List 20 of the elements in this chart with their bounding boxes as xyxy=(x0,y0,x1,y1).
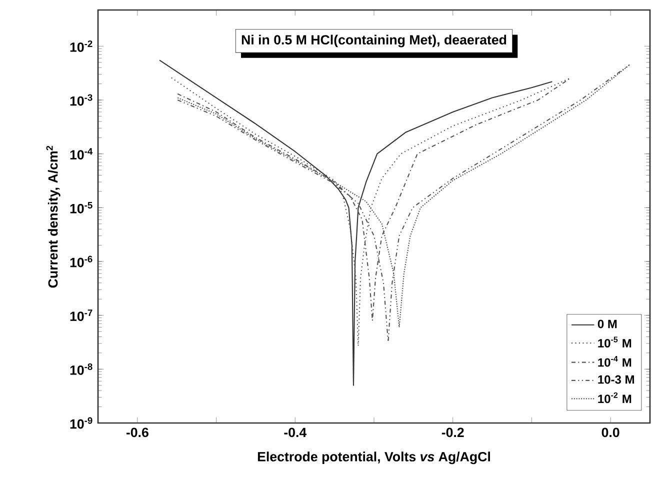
y-tick-label: 10$^{-5}$ xyxy=(70,202,92,214)
y-tick-label: 10$^{-8}$ xyxy=(70,363,92,375)
x-axis-title: Electrode potential, Volts vs Ag/AgCl xyxy=(258,452,490,464)
legend-label: 10-3 M xyxy=(598,375,634,384)
x-tick-label: 0.0 xyxy=(602,428,620,438)
x-tick-label: -0.2 xyxy=(442,428,464,438)
x-tick-label: -0.6 xyxy=(126,428,148,438)
y-tick-label: 10$^{-2}$ xyxy=(70,40,92,52)
legend-label: 10$^{-5}$ M xyxy=(598,336,632,348)
legend-label: 10$^{-4}$ M xyxy=(598,356,632,367)
y-tick-label: 10$^{-9}$ xyxy=(70,417,92,429)
y-tick-label: 10$^{-6}$ xyxy=(70,256,92,268)
y-tick-label: 10$^{-4}$ xyxy=(70,148,93,160)
legend-label: 10$^{-2}$ M xyxy=(598,392,632,404)
legend-label: 0 M xyxy=(598,320,617,328)
y-tick-label: 10$^{-7}$ xyxy=(70,310,92,322)
text: Ni in 0.5 M HCl(containing Met), deaerated xyxy=(242,34,506,48)
x-tick-label: -0.4 xyxy=(284,428,307,438)
y-tick-label: 10$^{-3}$ xyxy=(70,94,92,106)
y-axis-title: Current density, A/cm$^{2}$ xyxy=(46,146,60,288)
